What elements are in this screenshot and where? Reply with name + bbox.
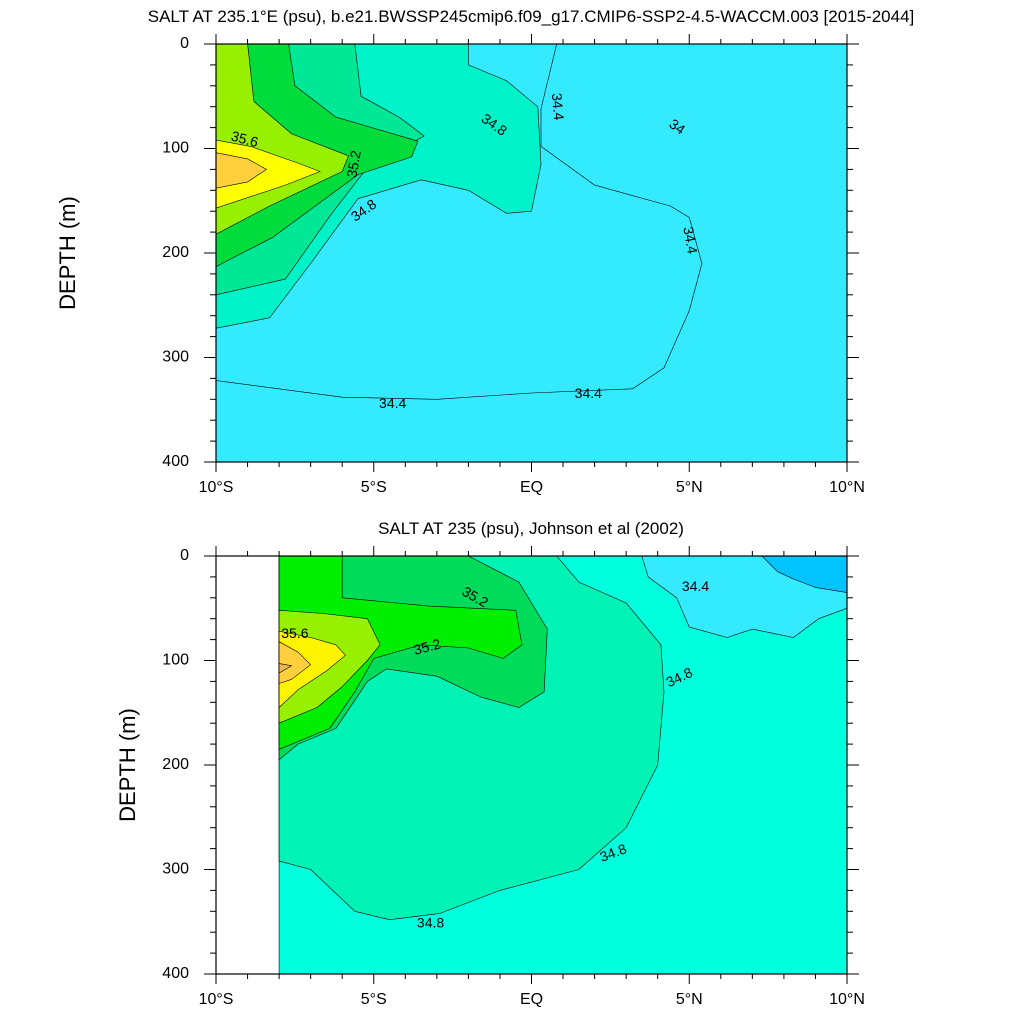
contour-label: 34.4 <box>682 578 709 594</box>
axis-ticks <box>204 546 859 984</box>
x-tick-label: EQ <box>520 479 543 496</box>
contour-region <box>278 556 523 750</box>
x-tick-label: 10°S <box>199 479 234 496</box>
contour-region <box>278 641 311 684</box>
contour-region <box>761 556 847 593</box>
x-tick-label: 5°N <box>676 991 703 1008</box>
y-tick-label: 400 <box>162 453 189 470</box>
x-tick-label: 5°S <box>361 991 387 1008</box>
y-tick-label: 0 <box>180 547 189 564</box>
contour-label: 34.4 <box>680 225 701 255</box>
y-axis-label: DEPTH (m) <box>115 708 140 822</box>
contour-label: 35.2 <box>412 635 443 658</box>
x-tick-label: EQ <box>520 991 543 1008</box>
y-tick-label: 300 <box>162 349 189 366</box>
panel-bottom: SALT AT 235 (psu), Johnson et al (2002) … <box>115 519 865 1008</box>
y-tick-label: 200 <box>162 756 189 773</box>
axis-ticks <box>204 34 859 472</box>
panel-top: SALT AT 235.1°E (psu), b.e21.BWSSP245cmi… <box>55 7 914 496</box>
y-tick-labels: 0 100 200 300 400 <box>162 547 189 982</box>
x-tick-label: 10°N <box>829 991 865 1008</box>
contour-label: 34.4 <box>549 92 567 121</box>
y-tick-label: 100 <box>162 652 189 669</box>
contour-label: 34.4 <box>575 385 602 401</box>
y-tick-label: 300 <box>162 861 189 878</box>
contour-region <box>216 139 321 209</box>
x-tick-label: 10°S <box>199 991 234 1008</box>
contour-fills <box>216 44 847 462</box>
contour-region <box>216 44 847 462</box>
contour-fills <box>278 556 847 974</box>
contour-region <box>278 630 346 708</box>
y-tick-label: 400 <box>162 965 189 982</box>
y-tick-label: 100 <box>162 140 189 157</box>
contour-region <box>278 663 293 674</box>
chart-title: SALT AT 235 (psu), Johnson et al (2002) <box>378 519 684 538</box>
x-tick-label: 10°N <box>829 479 865 496</box>
y-axis-label: DEPTH (m) <box>55 196 80 310</box>
contour-region <box>216 152 267 189</box>
x-tick-labels: 10°S 5°S EQ 5°N 10°N <box>199 479 865 496</box>
x-tick-label: 5°N <box>676 479 703 496</box>
chart-title: SALT AT 235.1°E (psu), b.e21.BWSSP245cmi… <box>148 7 915 26</box>
y-tick-label: 200 <box>162 244 189 261</box>
x-tick-label: 5°S <box>361 479 387 496</box>
y-tick-labels: 0 100 200 300 400 <box>162 35 189 470</box>
x-tick-labels: 10°S 5°S EQ 5°N 10°N <box>199 991 865 1008</box>
y-tick-label: 0 <box>180 35 189 52</box>
contour-label: 35.6 <box>229 128 260 151</box>
contour-label: 35.6 <box>281 625 308 641</box>
contour-label: 35.2 <box>343 149 364 179</box>
contour-label: 34.4 <box>379 395 406 411</box>
contour-label: 34.8 <box>417 915 444 931</box>
